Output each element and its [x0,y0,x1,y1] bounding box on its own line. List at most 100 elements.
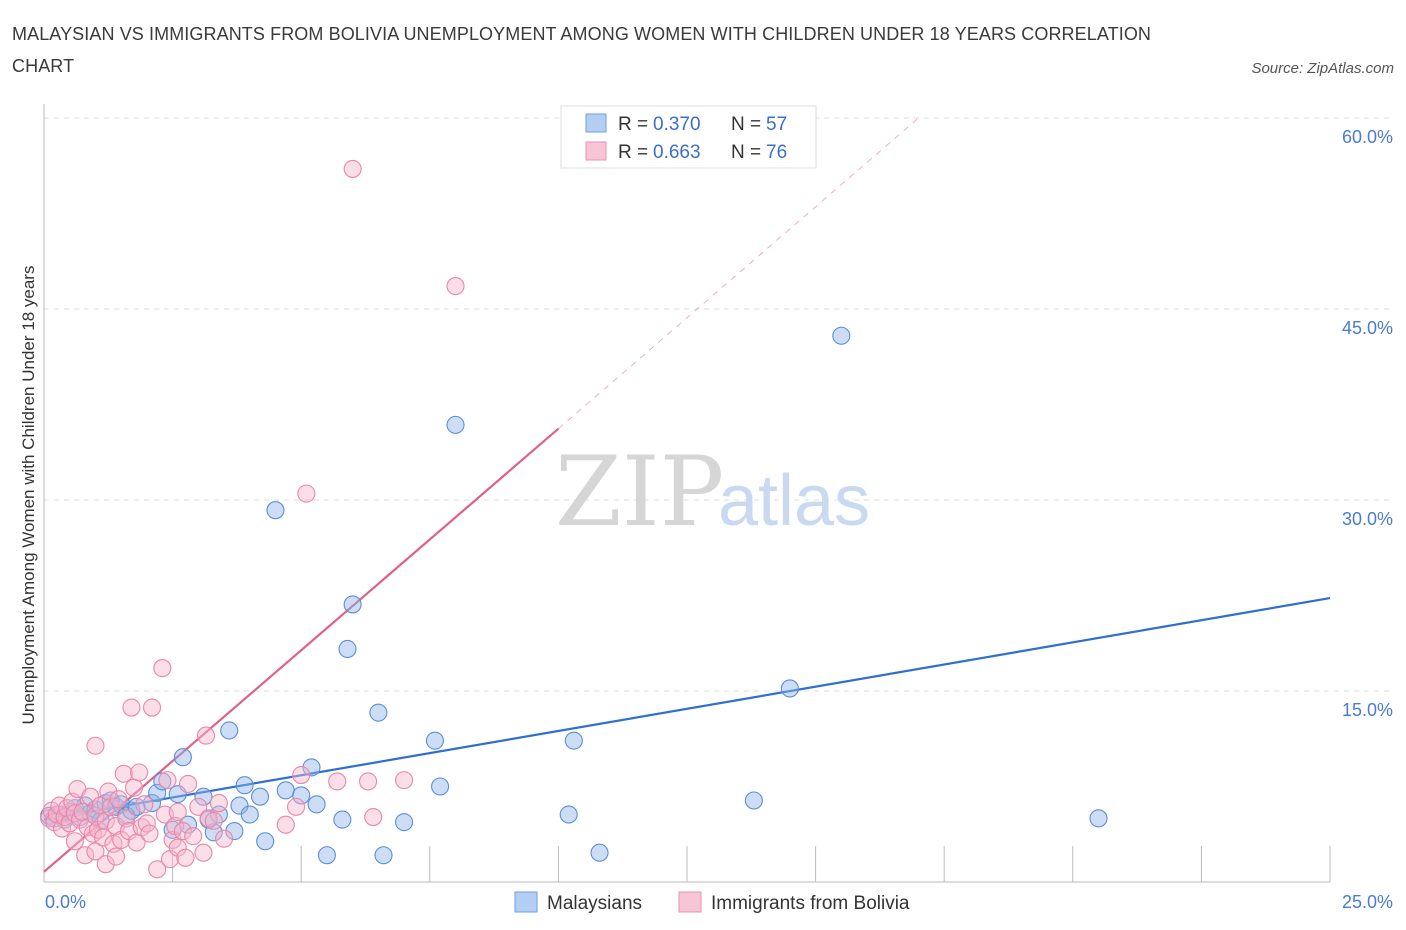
legend-n-value-2: 76 [766,142,787,163]
y-tick-label-2: 45.0% [1342,318,1393,338]
point-s0-38 [292,786,311,805]
point-s1-36 [122,698,141,717]
grid-lines [44,117,1390,692]
trend-lines [43,117,1331,873]
point-s0-34 [250,787,270,806]
point-s1-61 [204,811,223,830]
point-s0-56 [832,326,851,345]
point-s1-72 [395,771,414,790]
legend-r-value-2: 0.663 [653,142,701,163]
point-s1-43 [140,824,159,843]
point-s1-17 [81,787,100,806]
legend-r-label-1: R = [618,114,648,135]
watermark-zip: ZIP [555,436,724,548]
point-s1-44 [142,698,162,717]
point-s0-33 [240,805,259,824]
legend-r-value-1: 0.370 [653,114,701,135]
point-s1-69 [343,159,362,178]
y-tick-label-0: 15.0% [1342,700,1393,720]
trend-line-1 [43,427,560,873]
point-s1-39 [130,763,149,782]
point-s1-45 [148,860,167,879]
point-s0-48 [425,731,444,750]
point-s0-37 [276,781,295,800]
y-tick-label-3: 60.0% [1342,127,1393,147]
point-s1-33 [114,764,133,783]
point-s0-52 [564,731,583,750]
legend-n-label-2: N = [731,142,761,163]
y-axis-label: Unemployment Among Women with Children U… [19,266,38,725]
data-points [40,159,1108,879]
point-s1-30 [106,847,126,866]
point-s1-52 [168,838,187,857]
point-s1-62 [209,794,228,813]
trend-line-dashed-1 [558,117,919,430]
point-s0-25 [194,787,213,806]
point-s0-55 [780,679,799,698]
point-s0-42 [333,810,352,829]
point-s0-23 [173,748,192,767]
point-s1-56 [184,827,203,846]
legend-n-value-1: 57 [766,114,787,135]
point-s0-49 [431,777,450,796]
bottom-legend-swatch-malaysians [514,891,538,913]
point-s0-51 [559,805,578,824]
point-s1-54 [176,848,195,867]
source-label: Source: ZipAtlas.com [1251,60,1394,77]
point-s1-75 [86,736,105,755]
legend-swatch-bolivia [585,141,607,161]
point-s1-31 [109,790,128,809]
point-s1-27 [101,797,120,816]
correlation-legend: R = 0.370 N = 57 R = 0.663 N = 76 [560,105,817,169]
point-s0-54 [744,791,763,810]
point-s1-11 [65,832,84,851]
point-s1-15 [76,846,95,865]
point-s1-68 [328,772,347,791]
point-s1-60 [196,726,216,745]
point-s1-41 [135,795,154,814]
point-s1-53 [173,822,192,841]
x-tick-label-1: 25.0% [1342,892,1393,912]
series-legend: Malaysians Immigrants from Bolivia [514,891,910,914]
point-s1-26 [99,782,118,801]
point-s0-46 [374,846,393,865]
point-s1-57 [189,797,208,816]
legend-n-label-1: N = [731,114,761,135]
point-s0-30 [225,822,244,841]
point-s0-29 [220,721,239,740]
bottom-legend-malaysians: Malaysians [547,893,642,914]
point-s1-58 [194,843,213,862]
point-s0-40 [307,795,326,814]
point-s0-32 [235,776,254,795]
point-s1-46 [153,659,172,678]
point-s1-71 [364,808,383,827]
point-s1-55 [178,774,198,794]
watermark-atlas: atlas [718,461,870,541]
point-s1-37 [124,778,144,797]
bottom-legend-bolivia: Immigrants from Bolivia [711,893,910,914]
point-s0-14 [112,795,131,814]
point-s1-59 [199,809,218,828]
point-s1-65 [287,797,306,816]
point-s0-45 [369,703,388,722]
point-s1-74 [168,802,187,822]
point-s1-8 [60,814,79,833]
point-s0-36 [266,501,285,520]
x-tick-label-0: 0.0% [45,892,86,912]
point-s0-19 [148,783,167,802]
point-s0-18 [142,794,162,813]
point-s0-31 [230,796,249,815]
point-s0-41 [317,846,336,865]
point-s1-19 [86,806,105,825]
point-s0-57 [1089,809,1108,828]
point-s0-47 [395,813,414,832]
point-s1-63 [214,829,234,848]
y-tick-label-1: 30.0% [1342,509,1393,529]
point-s1-64 [276,815,295,834]
point-s1-25 [96,855,115,874]
bottom-legend-swatch-bolivia [678,891,702,913]
point-s1-48 [158,771,177,790]
point-s0-50 [446,415,465,434]
legend-r-label-2: R = [618,142,648,163]
